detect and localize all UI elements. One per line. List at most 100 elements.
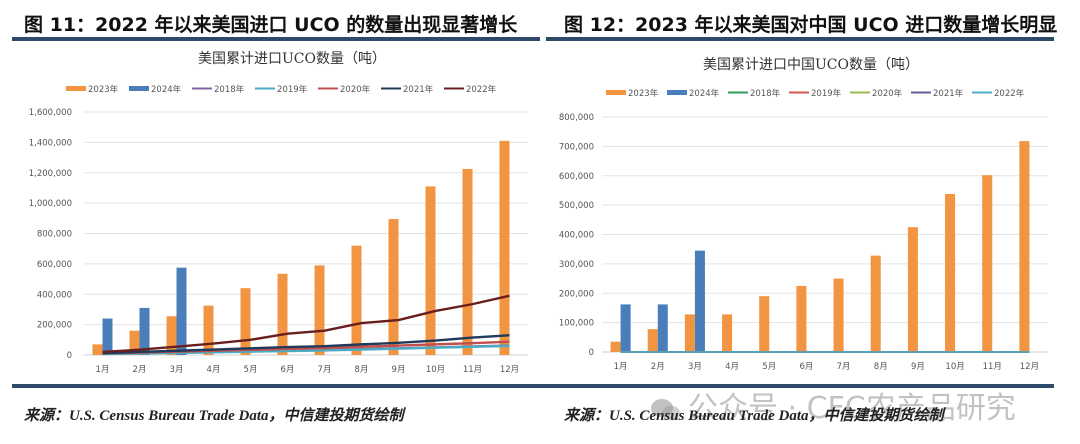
legend-swatch [129,86,149,91]
y-tick-label: 400,000 [37,290,72,300]
x-tick-label: 10月 [945,362,964,372]
x-tick-label: 8月 [355,365,369,375]
legend-label: 2024年 [689,88,720,99]
y-tick-label: 200,000 [37,321,72,331]
bar-2023-6 [277,273,288,355]
x-tick-label: 12月 [500,365,519,375]
figure-11-panel: 图 11：2022 年以来美国进口 UCO 的数量出现显著增长 美国累计进口UC… [12,14,540,424]
legend-label: 2024年 [151,84,182,95]
chart-us-uco-imports: 美国累计进口UCO数量（吨） 2023年 2024年 2018年 2019年 2020年 2… [29,51,528,375]
x-tick-label: 9月 [392,365,406,375]
legend-label: 2019年 [811,88,842,99]
legend-item-2018: 2018年 [192,84,245,95]
x-tick-label: 3月 [170,365,184,375]
bar-2023-1 [92,344,103,355]
watermark: 公众号 · CFC农产品研究 [650,383,1016,427]
bottom-divider [12,384,540,388]
legend-item-2021: 2021年 [911,88,964,99]
bar-2024-1 [102,318,113,355]
legend-swatch [606,90,626,95]
legend-label: 2023年 [88,84,119,95]
line-2022 [102,294,510,354]
legend-item-2019: 2019年 [255,84,308,95]
y-tick-label: 0 [589,348,594,358]
bar-2023-2 [647,329,658,352]
bar-2023-11 [462,168,473,355]
bar-2023-4 [722,314,733,352]
bar-2023-8 [870,255,881,352]
y-tick-label: 800,000 [559,113,594,123]
x-tick-label: 2月 [651,362,665,372]
legend-item-2024: 2024年 [129,84,182,95]
title-divider [546,37,1054,41]
bar-2023-2 [129,330,140,355]
figure-title: 图 11：2022 年以来美国进口 UCO 的数量出现显著增长 [24,14,518,36]
bar-2023-8 [351,245,362,355]
bar-2023-9 [907,227,918,352]
y-tick-label: 1,200,000 [29,169,72,179]
x-tick-label: 10月 [426,365,445,375]
bar-2024-1 [620,304,631,352]
bar-2023-10 [945,193,956,352]
y-tick-label: 800,000 [37,230,72,240]
bar-2023-12 [1019,141,1030,352]
legend-label: 2020年 [340,84,371,95]
legend-swatch [66,86,86,91]
y-tick-label: 600,000 [37,260,72,270]
chart-title: 美国累计进口UCO数量（吨） [198,51,386,67]
figure-12-panel: 图 12：2023 年以来美国对中国 UCO 进口数量增长明显 美国累计进口中国… [540,0,1080,444]
y-tick-label: 1,600,000 [29,108,72,118]
bar-2023-12 [499,140,510,355]
bar-2023-4 [203,305,214,355]
figure-title: 图 12：2023 年以来美国对中国 UCO 进口数量增长明显 [564,14,1058,36]
bar-2023-7 [314,265,325,355]
source-note: 来源：U.S. Census Bureau Trade Data，中信建投期货绘… [564,408,944,424]
legend-label: 2021年 [403,84,434,95]
legend-label: 2021年 [933,88,964,99]
legend-swatch [667,90,687,95]
y-tick-label: 500,000 [559,201,594,211]
legend-item-2020: 2020年 [850,88,903,99]
legend-label: 2022年 [466,84,497,95]
legend-item-2019: 2019年 [789,88,842,99]
legend-label: 2018年 [750,88,781,99]
bottom-divider [540,384,1054,388]
y-tick-label: 400,000 [559,231,594,241]
x-tick-label: 7月 [837,362,851,372]
x-tick-label: 4月 [207,365,221,375]
legend-item-2020: 2020年 [318,84,371,95]
chart-us-uco-imports-from-china: 美国累计进口中国UCO数量（吨） 2023年 2024年 2018年 2019年 2020… [559,57,1048,372]
legend-item-2022: 2022年 [972,88,1025,99]
bar-2023-3 [684,314,695,352]
legend-item-2018: 2018年 [728,88,781,99]
legend-item-2023: 2023年 [606,88,659,99]
bar-2024-3 [176,267,187,355]
x-tick-label: 4月 [725,362,739,372]
x-tick-label: 2月 [133,365,147,375]
bar-2024-2 [657,304,668,352]
y-tick-label: 600,000 [559,172,594,182]
legend-item-2021: 2021年 [381,84,434,95]
x-tick-label: 8月 [874,362,888,372]
y-tick-label: 300,000 [559,260,594,270]
legend-label: 2018年 [214,84,245,95]
bar-2024-3 [694,250,705,352]
bar-2024-2 [139,307,150,355]
x-tick-label: 12月 [1020,362,1039,372]
x-tick-label: 9月 [911,362,925,372]
legend-item-2024: 2024年 [667,88,720,99]
bar-2023-6 [796,285,807,352]
legend-label: 2022年 [994,88,1025,99]
legend-item-2022: 2022年 [444,84,497,95]
title-divider [12,37,540,41]
chart-title: 美国累计进口中国UCO数量（吨） [703,57,919,73]
y-tick-label: 700,000 [559,142,594,152]
bar-2023-5 [240,288,251,355]
source-note: 来源：U.S. Census Bureau Trade Data，中信建投期货绘… [24,408,404,424]
watermark-text: 公众号 · CFC农产品研究 [688,391,1016,426]
bar-2023-9 [388,219,399,355]
x-tick-label: 6月 [281,365,295,375]
bar-2023-1 [610,341,621,352]
y-tick-label: 100,000 [559,319,594,329]
legend-label: 2023年 [628,88,659,99]
